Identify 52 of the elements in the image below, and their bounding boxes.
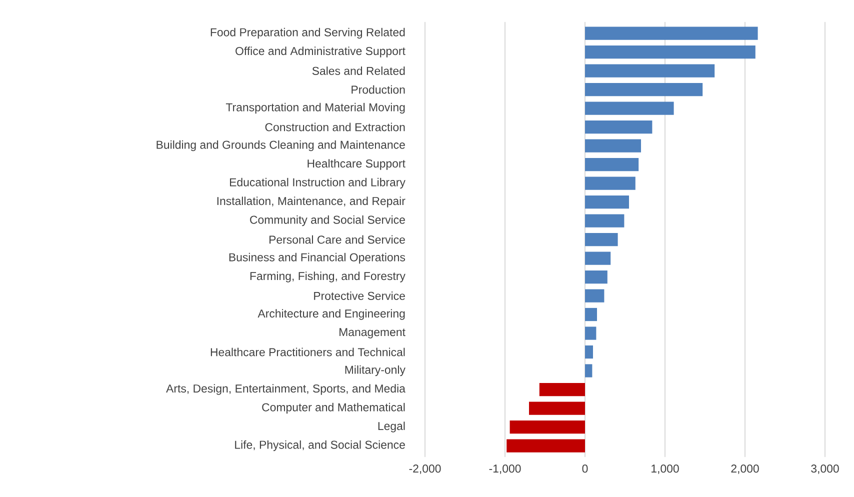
y-tick-label: Legal: [378, 422, 405, 432]
bar: [585, 326, 596, 340]
y-tick-label: Construction and Extraction: [265, 122, 405, 132]
x-tick-label: 2,000: [731, 464, 759, 474]
bar: [510, 420, 586, 434]
y-tick-label: Farming, Fishing, and Forestry: [250, 272, 406, 282]
bar: [585, 45, 756, 59]
bar: [585, 102, 674, 115]
y-tick-label: Educational Instruction and Library: [230, 178, 406, 189]
bar: [585, 345, 594, 359]
x-tick-label: 0: [582, 464, 588, 473]
x-tick-label: 3,000: [811, 464, 839, 474]
y-tick-label: Transportation and Material Moving: [226, 102, 405, 114]
y-tick-label: Protective Service: [314, 292, 405, 300]
y-tick-label: Architecture and Engineering: [258, 309, 405, 320]
y-tick-label: Healthcare Practitioners and Technical: [210, 348, 405, 356]
bar: [585, 232, 618, 246]
y-tick-label: Healthcare Support: [308, 159, 406, 170]
x-tick-label: -2,000: [409, 464, 441, 474]
y-tick-label: Food Preparation and Serving Related: [210, 28, 405, 39]
bar: [585, 252, 611, 265]
bar: [585, 82, 703, 96]
x-tick-label: -1,000: [489, 464, 521, 474]
bar: [585, 26, 758, 40]
bar: [585, 270, 608, 284]
bar: [585, 289, 604, 302]
y-tick-label: Personal Care and Service: [270, 235, 405, 244]
y-tick-label: Production: [352, 85, 405, 94]
bar: [585, 308, 598, 322]
y-tick-label: Management: [340, 328, 406, 338]
bar: [539, 382, 586, 396]
y-tick-label: Arts, Design, Entertainment, Sports, and Media: [166, 384, 406, 395]
bar: [585, 120, 652, 134]
y-tick-label: Life, Physical, and Social Science: [235, 440, 405, 452]
bar: [585, 214, 624, 228]
x-tick-label: 1,000: [652, 464, 679, 474]
bar: [585, 364, 592, 378]
bar: [506, 439, 586, 452]
y-tick-label: Business and Financial Operations: [229, 252, 406, 264]
y-tick-label: Sales and Related: [312, 66, 405, 75]
bar: [585, 139, 642, 152]
y-tick-label: Computer and Mathematical: [262, 402, 405, 414]
bar: [585, 64, 715, 78]
bar: [585, 195, 630, 209]
bar: [585, 158, 639, 172]
bar: [585, 176, 636, 190]
y-tick-label: Office and Administrative Support: [236, 46, 406, 58]
y-tick-label: Building and Grounds Cleaning and Maintenance: [156, 140, 405, 152]
bar: [529, 402, 586, 415]
y-tick-label: Military-only: [345, 365, 406, 376]
y-tick-label: Installation, Maintenance, and Repair: [217, 196, 406, 208]
y-tick-label: Community and Social Service: [250, 215, 405, 226]
